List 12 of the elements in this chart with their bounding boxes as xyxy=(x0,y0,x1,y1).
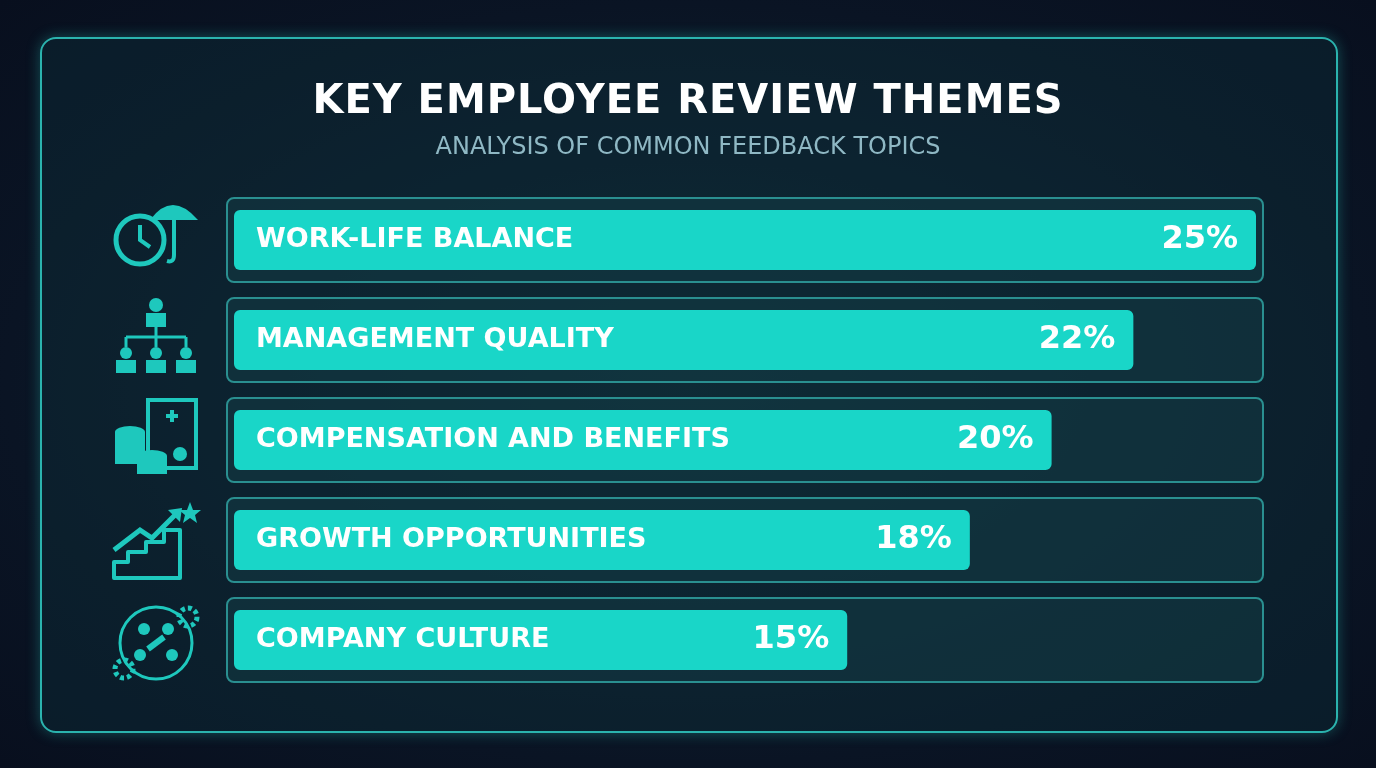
chart-subtitle: ANALYSIS OF COMMON FEEDBACK TOPICS xyxy=(434,132,942,160)
data-label: 18% xyxy=(875,518,952,557)
y-tick-label: GROWTH OPPORTUNITIES xyxy=(256,522,647,554)
y-tick-label: COMPENSATION AND BENEFITS xyxy=(256,422,730,454)
y-tick-label: MANAGEMENT QUALITY xyxy=(256,322,615,354)
data-label: 22% xyxy=(1038,318,1116,357)
data-label: 15% xyxy=(752,618,830,657)
y-tick-label: WORK-LIFE BALANCE xyxy=(256,222,574,254)
chart-title: KEY EMPLOYEE REVIEW THEMES xyxy=(311,76,1065,122)
y-tick-label: COMPANY CULTURE xyxy=(256,622,550,654)
data-label: 25% xyxy=(1161,218,1238,257)
data-label: 20% xyxy=(957,418,1034,457)
